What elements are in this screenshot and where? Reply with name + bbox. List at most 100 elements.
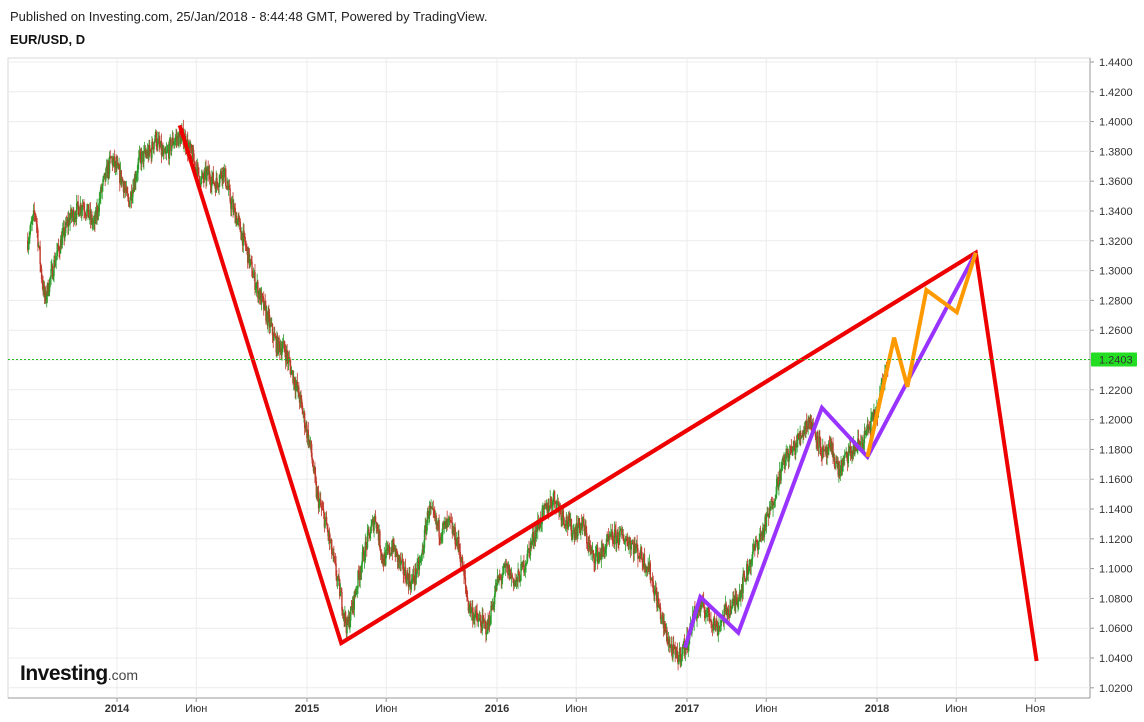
candle-body bbox=[165, 152, 167, 154]
candle-body bbox=[268, 312, 270, 315]
candle-body bbox=[850, 455, 852, 458]
candle-body bbox=[404, 567, 407, 580]
candle-body bbox=[860, 443, 863, 445]
candle-body bbox=[270, 322, 272, 326]
candle-body bbox=[228, 185, 231, 189]
candle-body bbox=[314, 467, 316, 475]
candle-body bbox=[404, 567, 406, 576]
candle-body bbox=[109, 156, 111, 158]
candle-body bbox=[98, 198, 101, 212]
candle-body bbox=[561, 510, 564, 518]
candle-body bbox=[624, 542, 626, 544]
candle-body bbox=[402, 561, 405, 575]
candle-body bbox=[730, 608, 733, 615]
candle-body bbox=[257, 282, 259, 299]
candle-body bbox=[388, 545, 391, 555]
candle-body bbox=[575, 523, 578, 538]
candle-body bbox=[276, 336, 279, 354]
candle-body bbox=[835, 461, 838, 464]
candle-body bbox=[816, 431, 819, 448]
candle-body bbox=[208, 171, 210, 175]
candle-body bbox=[778, 470, 781, 485]
candle-body bbox=[279, 343, 281, 353]
candle-body bbox=[863, 443, 865, 448]
candle-body bbox=[409, 584, 412, 590]
candle-body bbox=[423, 547, 425, 553]
candle-body bbox=[505, 564, 508, 566]
candle-body bbox=[869, 427, 871, 434]
candle-body bbox=[237, 218, 239, 221]
candle-body bbox=[556, 501, 559, 503]
candle-body bbox=[749, 559, 752, 567]
candle-body bbox=[655, 588, 657, 595]
candle-body bbox=[485, 633, 488, 635]
candle-body bbox=[515, 581, 517, 583]
candle-body bbox=[789, 445, 792, 447]
candle-body bbox=[752, 545, 755, 552]
candle-body bbox=[712, 625, 714, 628]
candle-body bbox=[287, 358, 290, 363]
candle-body bbox=[245, 246, 247, 248]
candle-body bbox=[325, 516, 327, 520]
candle-body bbox=[511, 574, 513, 578]
candle-body bbox=[822, 446, 824, 458]
candle-body bbox=[494, 586, 497, 594]
candle-body bbox=[624, 539, 627, 543]
candle-body bbox=[638, 555, 641, 558]
candle-body bbox=[28, 238, 30, 244]
candle-body bbox=[321, 508, 323, 509]
candle-body bbox=[724, 604, 727, 612]
candle-body bbox=[649, 563, 652, 580]
candle-body bbox=[616, 535, 618, 545]
candle-body bbox=[520, 563, 522, 581]
candle-body bbox=[439, 537, 441, 539]
candle-body bbox=[834, 466, 836, 468]
candle-body bbox=[625, 538, 627, 540]
candle-body bbox=[662, 616, 665, 629]
candle-body bbox=[747, 573, 749, 575]
candle-body bbox=[526, 550, 529, 562]
candle-body bbox=[417, 560, 420, 570]
candle-body bbox=[205, 168, 207, 181]
candle-body bbox=[594, 562, 596, 565]
candle-body bbox=[66, 220, 68, 225]
candle-body bbox=[488, 617, 490, 628]
candle-body bbox=[871, 413, 874, 415]
candle-body bbox=[412, 574, 415, 581]
candle-body bbox=[667, 639, 670, 644]
candle-body bbox=[776, 477, 779, 479]
candle-body bbox=[200, 178, 202, 187]
candle-body bbox=[250, 259, 253, 262]
candle-body bbox=[374, 515, 376, 523]
candle-body bbox=[178, 131, 180, 147]
candle-body bbox=[768, 516, 770, 518]
candle-body bbox=[132, 187, 135, 192]
candle-body bbox=[700, 600, 702, 612]
pattern-line-2 bbox=[683, 251, 978, 649]
candle-body bbox=[525, 563, 527, 566]
vertical-gridlines bbox=[116, 58, 1036, 698]
candle-body bbox=[842, 458, 844, 466]
candle-body bbox=[214, 185, 217, 193]
candle-body bbox=[785, 448, 787, 460]
candle-body bbox=[398, 555, 400, 563]
candle-body bbox=[303, 412, 305, 415]
logo-text: Investing bbox=[20, 662, 108, 685]
candle-body bbox=[730, 605, 732, 615]
candle-body bbox=[523, 570, 526, 573]
candle-body bbox=[406, 572, 408, 585]
candle-body bbox=[166, 149, 168, 151]
candle-body bbox=[50, 268, 52, 277]
candle-body bbox=[257, 291, 260, 299]
y-tick-label: 1.1200 bbox=[1099, 534, 1133, 546]
candle-body bbox=[169, 139, 171, 141]
candle-body bbox=[610, 531, 613, 533]
candle-body bbox=[281, 349, 283, 356]
candle-body bbox=[607, 534, 609, 541]
candle-body bbox=[659, 605, 661, 608]
candle-body bbox=[705, 614, 707, 618]
candle-body bbox=[442, 522, 444, 535]
candle-body bbox=[32, 215, 34, 221]
candle-body bbox=[727, 609, 730, 615]
